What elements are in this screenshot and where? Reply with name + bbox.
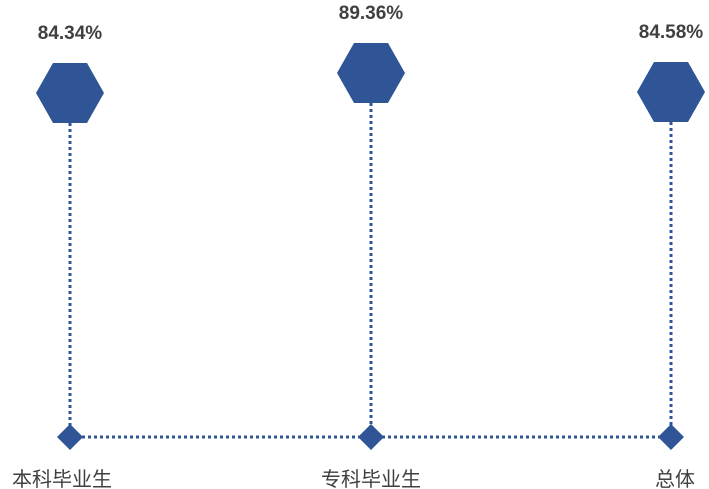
value-label: 89.36% xyxy=(339,3,404,24)
hexagon-marker xyxy=(637,62,705,123)
baseline-diamond xyxy=(658,424,684,450)
category-label: 总体 xyxy=(655,467,695,489)
hexagon-marker xyxy=(36,63,104,123)
baseline-diamond xyxy=(358,424,384,450)
value-label: 84.34% xyxy=(38,23,103,44)
baseline-diamond xyxy=(57,424,83,450)
category-label: 专科毕业生 xyxy=(321,467,421,489)
category-label: 本科毕业生 xyxy=(12,467,112,489)
value-label: 84.58% xyxy=(639,22,704,43)
hexagon-marker xyxy=(337,43,405,103)
